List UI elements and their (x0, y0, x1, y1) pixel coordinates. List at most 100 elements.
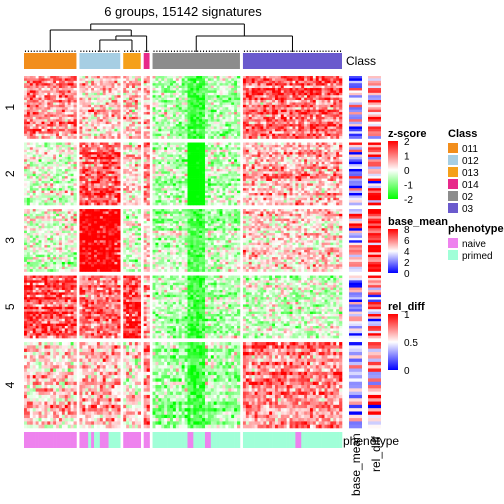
heatmap-cell (324, 112, 328, 115)
heatmap-cell (117, 124, 121, 127)
heatmap-cell (58, 112, 63, 115)
heatmap-cell (190, 166, 194, 170)
heatmap-cell (202, 144, 206, 148)
heatmap-cell (155, 149, 159, 153)
heatmap-cell (312, 119, 317, 122)
heatmap-cell (207, 188, 212, 191)
heatmap-cell (44, 133, 48, 137)
heatmap-cell (126, 114, 130, 118)
heatmap-cell (91, 197, 95, 201)
heatmap-cell (309, 114, 314, 118)
heatmap-cell (105, 76, 109, 79)
heatmap-cell (146, 173, 150, 177)
heatmap-cell (207, 152, 212, 155)
heatmap-cell (105, 178, 109, 182)
heatmap-cell (88, 112, 92, 115)
heatmap-cell (158, 144, 162, 148)
heatmap-cell (237, 107, 241, 110)
heatmap-cell (312, 107, 317, 110)
heatmap-cell (158, 197, 162, 201)
heatmap-cell (102, 112, 106, 115)
heatmap-cell (47, 188, 51, 191)
heatmap-cell (339, 100, 343, 103)
heatmap-cell (274, 95, 279, 98)
heatmap-cell (73, 95, 77, 98)
heatmap-cell (260, 76, 264, 79)
heatmap-cell (70, 142, 74, 146)
heatmap-cell (231, 195, 235, 199)
heatmap-cell (38, 164, 42, 167)
heatmap-cell (289, 154, 293, 158)
heatmap-cell (216, 100, 220, 103)
heatmap-cell (257, 114, 261, 118)
heatmap-cell (111, 97, 115, 101)
heatmap-cell (231, 107, 235, 110)
heatmap-cell (117, 190, 121, 194)
heatmap-cell (175, 92, 180, 96)
heatmap-cell (73, 83, 77, 86)
heatmap-cell (143, 161, 147, 165)
heatmap-cell (327, 100, 331, 103)
heatmap-cell (105, 183, 109, 187)
heatmap-cell (272, 76, 276, 79)
heatmap-cell (213, 152, 217, 155)
heatmap-cell (155, 176, 159, 179)
heatmap-cell (105, 80, 109, 84)
heatmap-cell (312, 80, 317, 84)
heatmap-cell (286, 114, 290, 118)
heatmap-cell (152, 126, 156, 130)
heatmap-cell (315, 136, 319, 139)
heatmap-cell (99, 154, 104, 158)
heatmap-cell (330, 100, 334, 103)
heatmap-cell (61, 173, 66, 177)
heatmap-cell (292, 152, 296, 155)
heatmap-cell (196, 107, 200, 110)
heatmap-cell (70, 80, 74, 84)
heatmap-cell (222, 149, 226, 153)
heatmap-cell (245, 90, 250, 94)
heatmap-cell (114, 124, 118, 127)
heatmap-cell (289, 104, 293, 108)
heatmap-cell (202, 92, 206, 96)
heatmap-cell (213, 83, 217, 86)
heatmap-cell (286, 76, 290, 79)
heatmap-cell (295, 90, 299, 94)
heatmap-cell (88, 90, 92, 94)
heatmap-cell (58, 154, 63, 158)
heatmap-cell (155, 109, 159, 113)
heatmap-cell (155, 161, 159, 165)
heatmap-cell (318, 154, 322, 158)
heatmap-cell (32, 107, 36, 110)
heatmap-cell (82, 176, 86, 179)
heatmap-cell (102, 144, 106, 148)
heatmap-cell (167, 197, 171, 201)
heatmap-cell (53, 159, 57, 163)
heatmap-cell (184, 200, 188, 203)
heatmap-cell (333, 154, 337, 158)
heatmap-cell (170, 112, 174, 115)
heatmap-cell (114, 176, 118, 179)
heatmap-cell (137, 154, 142, 158)
heatmap-cell (85, 200, 89, 203)
heatmap-cell (301, 92, 305, 96)
heatmap-cell (210, 92, 215, 96)
heatmap-cell (53, 202, 57, 206)
heatmap-cell (143, 100, 147, 103)
heatmap-cell (219, 152, 223, 155)
heatmap-cell (307, 142, 311, 146)
heatmap-cell (73, 185, 77, 189)
heatmap-cell (126, 180, 130, 184)
heatmap-cell (277, 76, 282, 79)
heatmap-cell (161, 100, 165, 103)
heatmap-cell (324, 76, 328, 79)
heatmap-cell (333, 126, 337, 130)
heatmap-cell (152, 119, 156, 122)
heatmap-cell (298, 78, 302, 82)
heatmap-cell (161, 149, 165, 153)
heatmap-cell (35, 149, 39, 153)
heatmap-cell (333, 131, 337, 134)
heatmap-cell (237, 183, 241, 187)
heatmap-cell (307, 144, 311, 148)
heatmap-cell (58, 197, 63, 201)
heatmap-cell (26, 161, 31, 165)
